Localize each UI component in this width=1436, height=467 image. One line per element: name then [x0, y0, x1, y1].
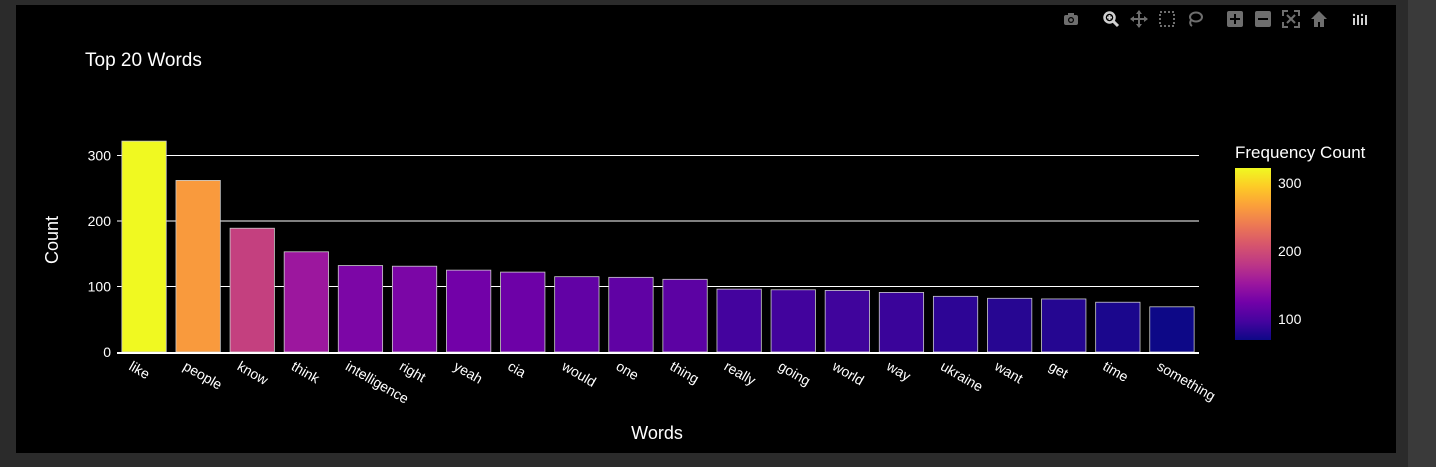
plot-panel: Top 20 Words 0 100 200 300 like people know th…	[16, 5, 1396, 453]
chart-title: Top 20 Words	[85, 50, 202, 71]
colorbar-ticks: 100 200 300	[1278, 175, 1302, 327]
y-tick-label: 100	[88, 279, 112, 295]
bar-really[interactable]	[716, 288, 762, 353]
y-tick-label: 200	[88, 213, 112, 229]
bar-want[interactable]	[987, 297, 1033, 353]
grid-lines	[117, 155, 1199, 288]
y-tick-label: 0	[103, 344, 111, 360]
pan-icon[interactable]	[1128, 8, 1150, 30]
y-axis-title: Count	[42, 216, 62, 264]
camera-icon[interactable]	[1060, 8, 1082, 30]
bar-think[interactable]	[283, 251, 329, 353]
x-tick-label: want	[991, 357, 1026, 386]
x-tick-label: ukraine	[938, 358, 986, 395]
bar-like[interactable]	[121, 140, 167, 353]
bar-way[interactable]	[878, 292, 925, 353]
x-tick-label: would	[558, 357, 599, 390]
x-tick-label: people	[181, 358, 226, 393]
plotly-logo-icon[interactable]	[1348, 8, 1370, 30]
bar-would[interactable]	[554, 276, 600, 353]
x-tick-label: right	[397, 358, 429, 386]
x-tick-label: get	[1046, 358, 1071, 382]
autoscale-icon[interactable]	[1280, 8, 1302, 30]
bars	[121, 140, 1195, 353]
bar-world[interactable]	[824, 290, 870, 353]
lasso-select-icon[interactable]	[1184, 8, 1206, 30]
colorbar-tick-label: 100	[1278, 311, 1302, 327]
x-axis-title: Words	[631, 423, 683, 443]
modebar	[1060, 8, 1376, 30]
x-tick-label: yeah	[451, 358, 485, 387]
bar-yeah[interactable]	[446, 269, 492, 353]
x-tick-label: cia	[505, 358, 529, 381]
x-tick-label: time	[1100, 358, 1131, 385]
bar-right[interactable]	[391, 265, 438, 353]
bar-cia[interactable]	[500, 271, 546, 353]
x-tick-label: world	[829, 357, 867, 388]
y-tick-labels: 0 100 200 300	[88, 148, 112, 360]
x-tick-label: something	[1154, 358, 1218, 404]
bar-intelligence[interactable]	[337, 265, 384, 353]
zoom-in-icon[interactable]	[1224, 8, 1246, 30]
bar-something[interactable]	[1149, 306, 1195, 353]
reset-axes-icon[interactable]	[1308, 8, 1330, 30]
bar-people[interactable]	[175, 180, 221, 353]
x-tick-label: thing	[668, 358, 702, 387]
bar-get[interactable]	[1041, 298, 1087, 353]
colorbar	[1235, 168, 1271, 340]
zoom-icon[interactable]	[1100, 8, 1122, 30]
bar-time[interactable]	[1095, 301, 1141, 353]
x-tick-label: going	[776, 358, 814, 389]
zoom-out-icon[interactable]	[1252, 8, 1274, 30]
bar-going[interactable]	[770, 289, 816, 353]
colorbar-tick-label: 300	[1278, 175, 1302, 191]
bar-ukraine[interactable]	[932, 295, 979, 353]
colorbar-title: Frequency Count	[1235, 143, 1366, 162]
x-tick-label: one	[613, 358, 641, 384]
x-tick-label: know	[235, 358, 272, 389]
x-tick-label: like	[127, 358, 153, 382]
bar-thing[interactable]	[662, 278, 708, 353]
x-tick-label: really	[722, 358, 759, 389]
colorbar-tick-label: 200	[1278, 243, 1302, 259]
y-tick-label: 300	[88, 148, 112, 164]
bar-know[interactable]	[229, 227, 275, 353]
x-tick-label: way	[883, 357, 913, 384]
box-select-icon[interactable]	[1156, 8, 1178, 30]
x-tick-label: think	[289, 358, 323, 387]
scrollbar-track[interactable]	[1408, 0, 1436, 467]
bar-one[interactable]	[608, 276, 654, 353]
